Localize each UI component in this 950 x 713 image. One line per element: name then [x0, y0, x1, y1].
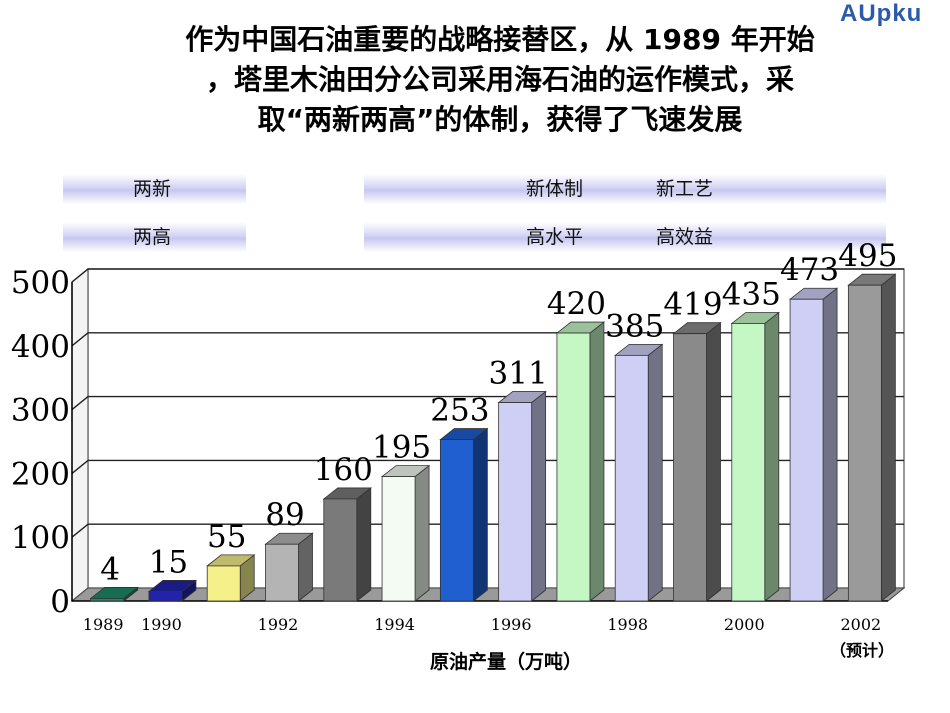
bar-side-1992: [298, 532, 313, 602]
bar-1995: [439, 439, 474, 602]
x-axis-label: 原油产量（万吨）: [430, 651, 583, 673]
value-label-1992: 89: [265, 497, 304, 533]
band-high-efficiency: 高效益: [656, 226, 714, 248]
bar-1991: [206, 565, 241, 602]
bar-1994: [381, 476, 416, 602]
bar-2001: [789, 298, 824, 602]
band-high-level: 高水平: [526, 226, 584, 248]
value-label-1998: 385: [605, 308, 664, 344]
title-line-1: 作为中国石油重要的战略接替区，从 1989 年开始: [185, 23, 815, 56]
x-tick-label: 2000: [724, 615, 765, 634]
band-two-high-text: 两高: [133, 226, 172, 248]
y-tick-label: 0: [50, 584, 70, 620]
bar-2000: [731, 323, 766, 602]
band-two-new-text: 两新: [133, 178, 172, 200]
band-new-process: 新工艺: [656, 178, 714, 200]
bar-side-1999: [706, 321, 721, 602]
x-tick-label: 1996: [491, 615, 532, 634]
bar-2002: [847, 284, 882, 602]
page-title: 作为中国石油重要的战略接替区，从 1989 年开始 ，塔里木油田分公司采用海石油…: [70, 20, 930, 140]
bar-side-2000: [764, 311, 780, 602]
value-label-1993: 160: [314, 452, 373, 488]
title-line-2: ，塔里木油田分公司采用海石油的运作模式，采: [205, 63, 794, 96]
value-label-1999: 419: [663, 287, 722, 323]
bar-1989: [90, 598, 125, 602]
value-label-1996: 311: [489, 356, 548, 392]
x-tick-label: 2002: [840, 615, 881, 634]
value-label-2000: 435: [722, 276, 781, 312]
y-tick-label: 100: [11, 520, 70, 556]
x-tick-label: 1990: [141, 615, 182, 634]
value-label-1991: 55: [207, 519, 246, 555]
bar-1998: [614, 354, 649, 602]
band-two-new-label: 两新: [63, 174, 246, 204]
y-tick-label: 300: [11, 393, 70, 429]
chart-side-wall: [71, 267, 89, 603]
x-tick-label: 1989: [83, 615, 124, 634]
title-line-3: 取“两新两高”的体制，获得了飞速发展: [257, 103, 743, 136]
band-two-high-items: 高水平 高效益: [364, 222, 886, 252]
chart-floor: [70, 587, 906, 602]
x-tick-label: 1994: [374, 615, 415, 634]
band-two-new-items: 新体制 新工艺: [364, 174, 886, 204]
y-tick-label: 200: [11, 456, 70, 492]
bar-side-2001: [822, 287, 838, 602]
bar-1992: [265, 543, 299, 602]
bar-side-1998: [647, 343, 663, 602]
value-label-2002: 495: [838, 238, 897, 274]
x-tick-label: 1998: [607, 615, 648, 634]
brand-logo: AUpku: [840, 0, 923, 27]
band-two-high-label: 两高: [63, 222, 246, 252]
bar-side-1996: [531, 390, 547, 602]
bar-side-1994: [414, 464, 430, 602]
bar-1993: [323, 498, 358, 602]
bar-1997: [556, 332, 591, 602]
bar-side-2002: [880, 273, 896, 602]
bar-side-1997: [589, 321, 605, 602]
bar-1999: [673, 333, 707, 602]
value-label-1995: 253: [430, 393, 489, 429]
value-label-1989: 4: [100, 551, 120, 587]
value-label-2001: 473: [780, 252, 839, 288]
band-new-system: 新体制: [526, 178, 584, 200]
y-tick-label: 400: [11, 329, 70, 365]
value-label-1990: 15: [149, 544, 188, 580]
value-label-1994: 195: [372, 430, 431, 466]
bar-side-1995: [472, 427, 488, 602]
bar-1990: [148, 591, 183, 602]
bar-side-1993: [356, 487, 372, 602]
bar-1996: [498, 402, 533, 602]
y-tick-label: 500: [11, 265, 70, 301]
gridline: [71, 332, 904, 347]
gridline: [71, 268, 904, 283]
estimate-note: （预计）: [830, 641, 895, 660]
value-label-1997: 420: [547, 286, 606, 322]
x-tick-label: 1992: [258, 615, 299, 634]
